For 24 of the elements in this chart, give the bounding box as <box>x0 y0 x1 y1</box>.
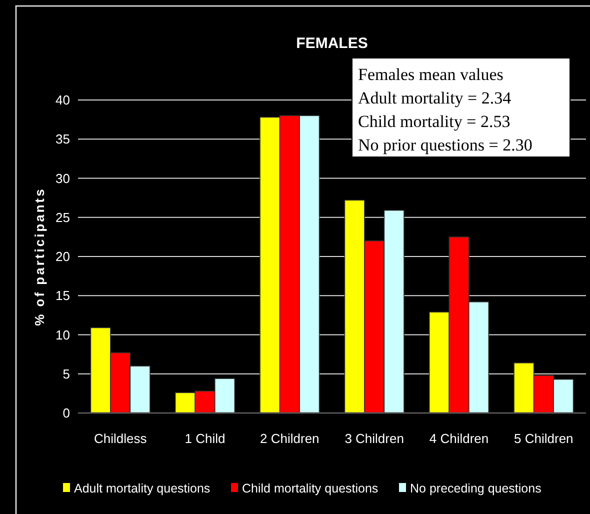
y-tick-label: 35 <box>56 132 70 147</box>
y-tick-label: 40 <box>56 92 70 108</box>
y-tick-label: 10 <box>56 327 70 342</box>
y-tick-label: 0 <box>62 406 70 421</box>
chart-title: FEMALES <box>296 35 368 52</box>
legend-label: Adult mortality questions <box>74 481 210 496</box>
y-tick-label: 30 <box>56 170 70 186</box>
annotation: Child mortality = 2.53 <box>358 112 510 131</box>
y-tick-label: 25 <box>56 210 70 225</box>
x-tick-label: 5 Children <box>514 431 574 446</box>
x-tick-label: Childless <box>94 431 148 446</box>
legend-label: Child mortality questions <box>242 481 378 496</box>
y-tick-label: 15 <box>56 288 70 304</box>
annotation: Adult mortality = 2.34 <box>358 88 512 108</box>
x-tick-label: 1 Child <box>184 431 226 446</box>
y-tick-label: 5 <box>62 366 70 382</box>
y-axis-title: % of participants <box>32 187 47 326</box>
annotation: No prior questions = 2.30 <box>358 136 532 154</box>
legend-label: No preceding questions <box>410 481 542 496</box>
y-tick-label: 20 <box>56 249 70 264</box>
x-tick-label: 4 Children <box>429 431 489 446</box>
text: Females mean values <box>358 65 504 84</box>
x-tick-label: 2 Children <box>260 431 320 446</box>
x-tick-label: 3 Children <box>344 431 404 446</box>
